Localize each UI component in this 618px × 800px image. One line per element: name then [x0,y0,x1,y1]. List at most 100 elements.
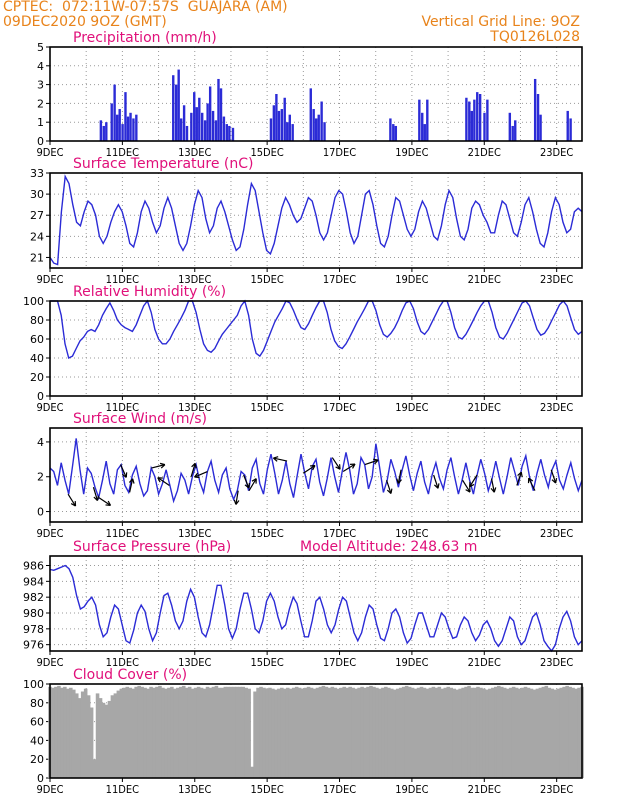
precipitation-bar [539,114,542,141]
precipitation-bar [473,99,476,141]
wind-arrow-head [465,489,471,493]
cloud-cover-column [140,686,144,778]
x-tick-label: 11DEC [106,401,139,414]
cloud-cover-column [253,691,257,778]
panel-frame [49,300,583,397]
y-tick-label: 4 [37,60,44,73]
cloud-cover-column [499,686,504,778]
precipitation-bar [172,75,175,141]
cloud-cover-column [173,688,177,778]
precipitation-bar [201,112,204,141]
wind-arrow [120,464,128,478]
cloud-cover-column [434,687,439,778]
cloud-cover-column [422,687,427,778]
cloud-cover-column [54,686,58,778]
y-tick-label: 0 [37,506,44,519]
precipitation-bar [315,118,318,141]
cloud-cover-column [321,685,326,778]
cloud-cover-column [381,687,385,778]
cloud-cover-column [416,687,421,778]
cloud-cover-column [113,693,118,778]
wind-arrow-shaft [331,457,341,470]
precipitation-bar [421,112,424,141]
cloud-cover-column [351,687,355,778]
x-tick-label: 13DEC [178,273,211,286]
cloud-cover-column [101,702,106,778]
precipitation-bar [174,84,178,141]
wind-arrow-shaft [397,469,402,484]
wind-arrow-head [121,473,127,478]
wind-arrow-head [128,478,134,483]
cloud-cover-column [342,686,347,778]
cloud-cover-column [268,687,272,778]
cloud-cover-column [535,688,540,778]
precipitation-bar [231,127,235,141]
wind-arrow [364,458,379,466]
precipitation-bar [132,118,135,141]
cloud-cover-column [95,693,100,778]
panel-title: Surface Pressure (hPa) [73,539,231,555]
wind-arrow-head [335,466,341,470]
wind-arrow [462,479,471,493]
cloud-cover-column [250,766,254,778]
precipitation-bar [193,92,196,141]
wind-arrow [386,480,393,494]
cloud-cover-column [354,688,358,778]
cloud-cover-column [285,687,290,778]
x-tick-label: 9DEC [36,527,63,540]
y-tick-label: 0 [37,390,44,403]
cloud-cover-column [339,687,344,778]
x-tick-label: 15DEC [250,656,283,669]
cloud-cover-column [57,685,61,778]
x-tick-label: 11DEC [106,527,139,540]
precipitation-bar [320,101,323,141]
precipitation-bar [217,78,220,141]
precipitation-bar [394,125,398,141]
cloud-cover-column [149,686,153,778]
precipitation-bar [275,94,278,141]
panel-3: 0 20 40 60 80 100 9DEC 11DEC 13DEC 15DEC 17DEC 19DE… [23,284,583,414]
cloud-cover-column [348,686,352,778]
cloud-cover-column [181,685,186,778]
wind-arrow-shaft [235,490,239,505]
cloud-cover-column [71,689,76,778]
precipitation-bar [185,125,189,141]
wind-arrow [433,474,440,489]
precipitation-bar [124,92,127,141]
cloud-cover-column [128,687,133,778]
cloud-cover-column [360,686,364,778]
wind-arrow-head [373,458,379,461]
cloud-cover-column [404,685,409,778]
y-tick-label: 80 [30,314,44,327]
cloud-cover-column [229,686,234,778]
y-tick-label: 40 [30,734,44,747]
cloud-cover-column [390,688,394,778]
precipitation-bar [214,120,218,141]
wind-arrow-head [555,478,558,484]
cloud-cover-column [514,687,519,778]
panel-frame [49,683,583,779]
wind-arrow-shaft [516,471,522,486]
precipitation-bar [195,107,198,141]
cloud-cover-column [372,686,376,778]
precipitation-bar [486,99,489,141]
y-tick-label: 0 [37,135,44,148]
wind-arrow [469,474,478,488]
header-grid-note: Vertical Grid Line: 9OZ [421,14,580,30]
cloud-cover-column [131,688,136,778]
cloud-cover-column [550,688,555,778]
wind-arrow-head [386,489,392,494]
precipitation-bar [392,124,395,141]
panel-1: 0 1 2 3 4 5 9DEC 11DEC 13DEC 15DEC 17DEC 19DEC 21DEC… [36,30,583,159]
cloud-cover-column [137,685,141,778]
x-tick-label: 21DEC [468,527,501,540]
wind-arrow-shaft [190,463,196,477]
wind-arrow [194,470,208,479]
cloud-cover-column [80,691,85,778]
wind-arrow [396,469,402,484]
precipitation-bar [222,116,226,141]
x-tick-label: 19DEC [395,527,428,540]
cloud-cover-column [193,687,198,778]
x-tick-label: 23DEC [540,656,573,669]
cloud-cover-column [559,687,563,778]
